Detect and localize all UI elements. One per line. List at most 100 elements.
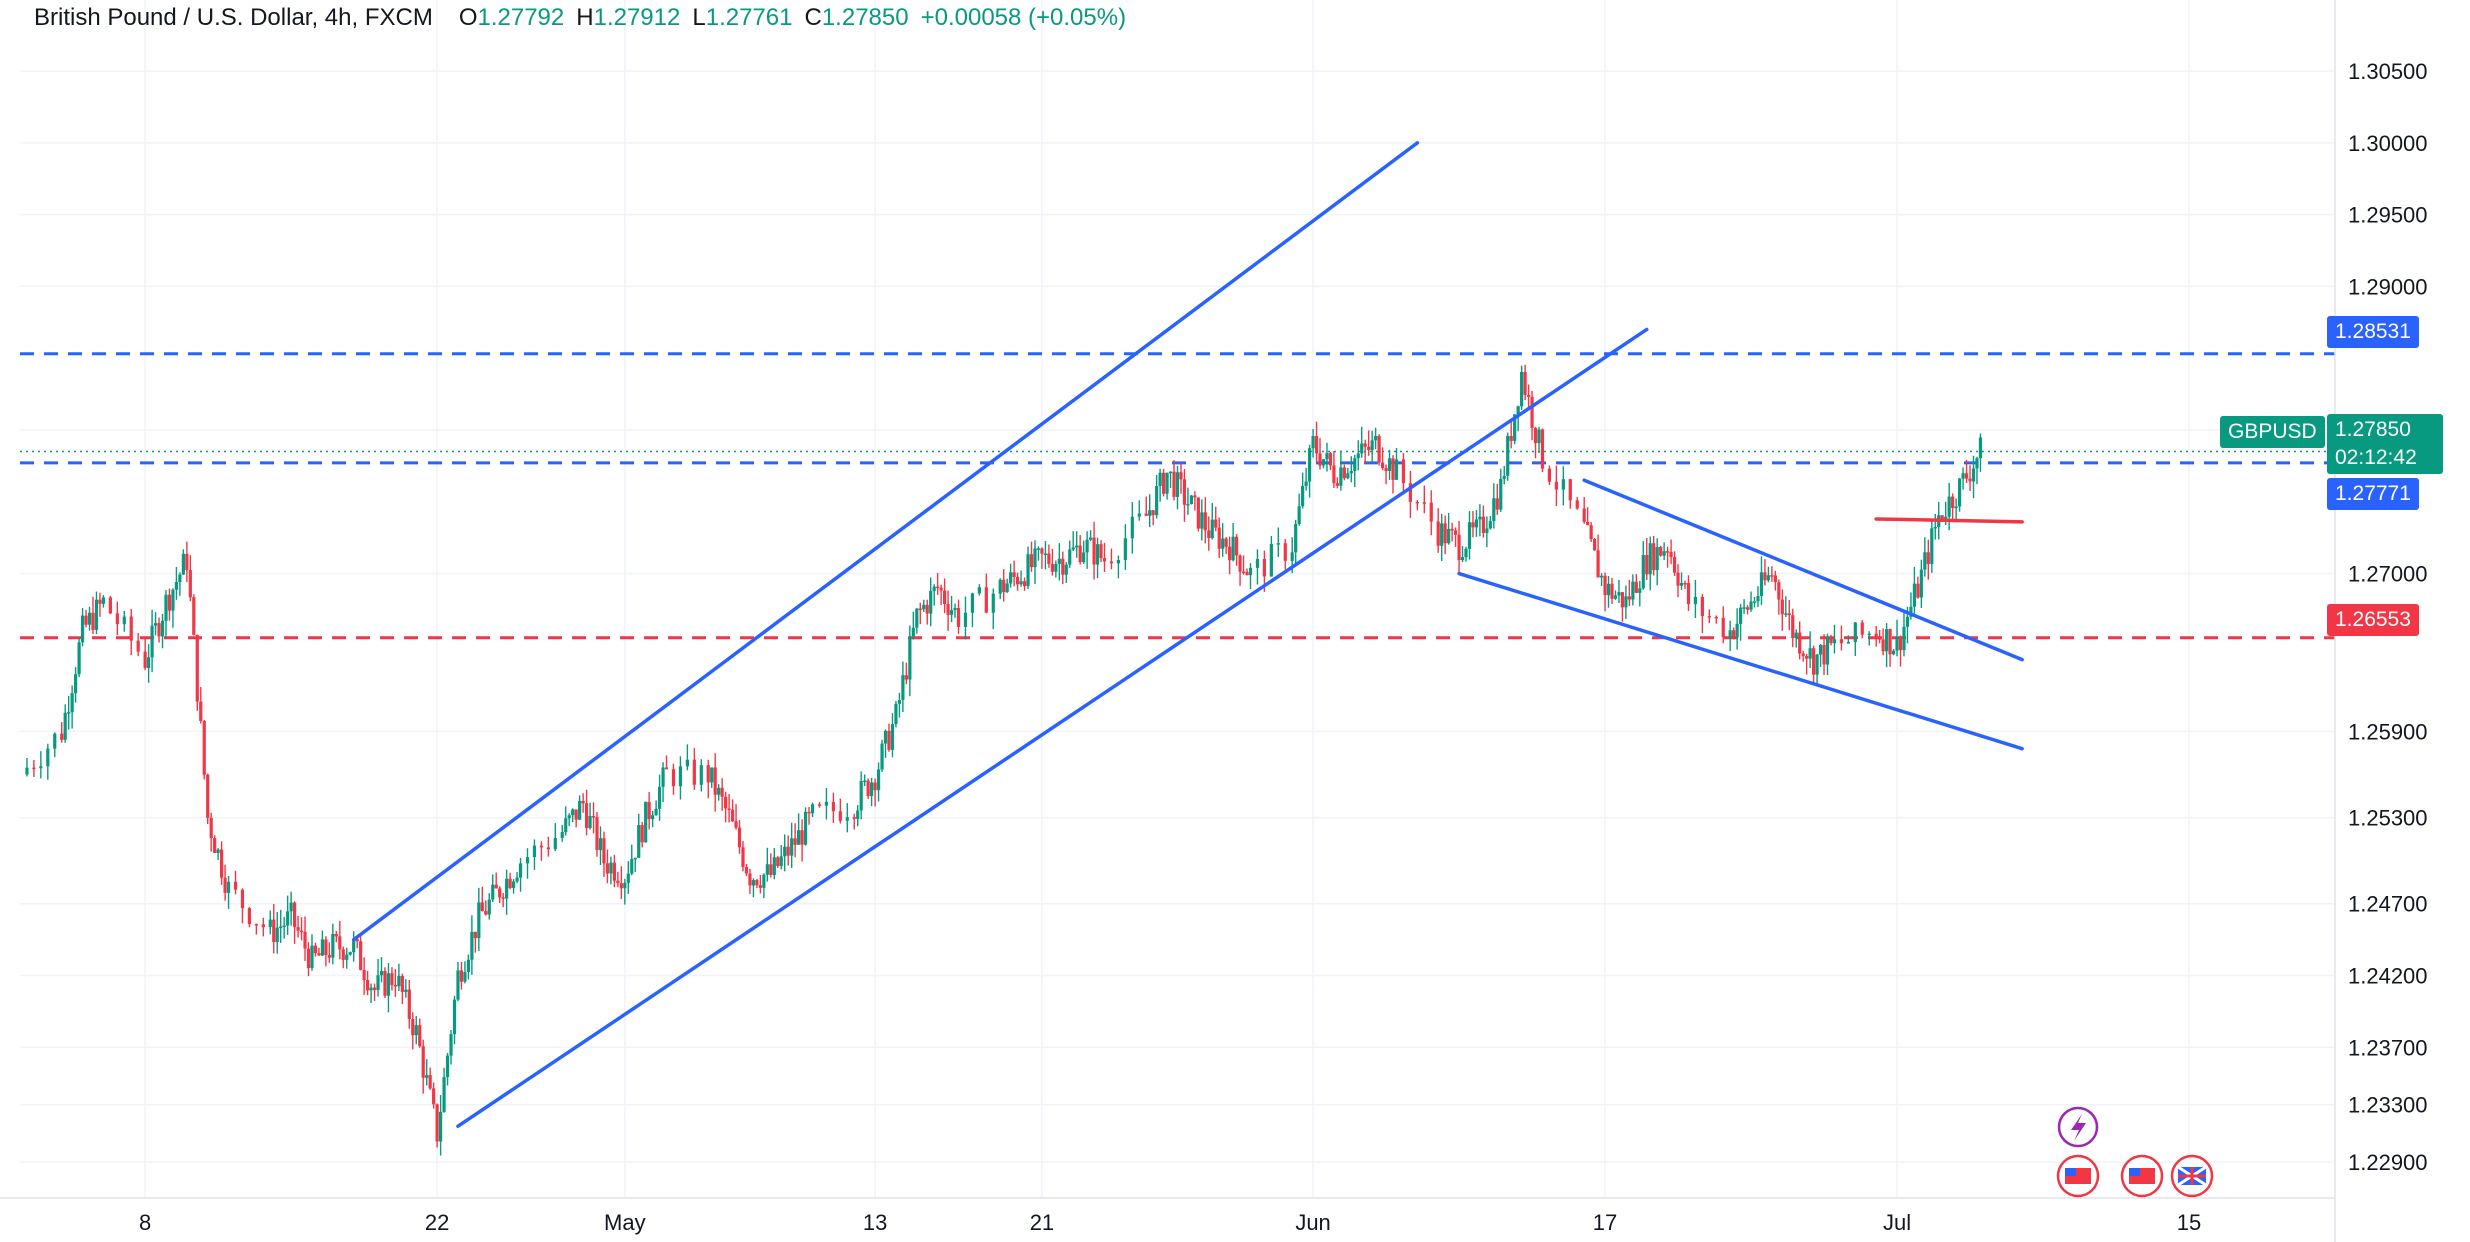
candle-body (491, 884, 495, 900)
candle-body (1241, 571, 1246, 574)
candle-body (1613, 595, 1618, 599)
candle-body (317, 953, 321, 956)
candle-body (320, 939, 325, 956)
candle-body (936, 586, 940, 589)
candle-body (1367, 446, 1371, 451)
candle-body (1099, 544, 1103, 559)
candle-body (737, 827, 742, 848)
candle-body (1881, 639, 1885, 652)
open-value: 1.27792 (477, 4, 565, 31)
candle-body (1582, 508, 1586, 522)
candle-body (1095, 544, 1100, 565)
candle-body (1540, 429, 1545, 469)
candle-body (1846, 642, 1850, 644)
candle-body (487, 899, 491, 915)
candle-body (1912, 583, 1917, 607)
candle-body (943, 590, 947, 605)
candle-body (108, 597, 112, 614)
candle-body (1624, 596, 1628, 608)
candle-body (1460, 557, 1465, 561)
candle-body (494, 884, 498, 889)
us-flag-icon[interactable] (2120, 1154, 2164, 1198)
candle-body (1168, 471, 1173, 474)
candle-body (1377, 435, 1381, 463)
candle-body (282, 925, 286, 928)
candle-body (1909, 606, 1913, 617)
symbol-badge[interactable]: GBPUSD (2220, 416, 2325, 448)
candle-body (810, 804, 815, 814)
candle-body (202, 720, 206, 775)
event-markers[interactable] (2056, 1106, 2214, 1198)
candle-body (1603, 575, 1607, 596)
candle-body (1304, 481, 1308, 486)
candle-body (1144, 513, 1148, 516)
candle-body (1593, 539, 1597, 551)
candle-body (803, 811, 808, 845)
time-axis[interactable]: 8 22 May 13 21 Jun 17 Jul 15 (0, 1197, 2335, 1235)
candle-body (1040, 548, 1044, 554)
candle-body (25, 767, 29, 775)
candle-body (268, 919, 272, 928)
candle-body (1791, 615, 1795, 639)
candle-body (1196, 497, 1200, 529)
candle-body (1923, 552, 1927, 570)
candle-body (904, 675, 908, 680)
candle-body (147, 657, 151, 668)
us-flag-icon[interactable] (2056, 1154, 2100, 1198)
candle-body (922, 604, 926, 610)
candle-body (1182, 479, 1187, 505)
candle-body (390, 973, 394, 985)
candle-body (1520, 371, 1524, 407)
candle-body (845, 817, 849, 821)
candle-body (644, 801, 648, 843)
candle-body (623, 882, 627, 889)
lightning-icon[interactable] (2057, 1106, 2099, 1148)
candle-body (1429, 502, 1433, 522)
candle-body (1898, 636, 1903, 651)
candle-body (404, 989, 408, 992)
candle-body (616, 880, 620, 884)
candle-body (1714, 616, 1718, 619)
candle-body (1186, 504, 1190, 506)
candle-body (445, 1055, 450, 1078)
candle-body (87, 612, 92, 625)
candle-body (1975, 458, 1979, 469)
candle-body (1812, 648, 1816, 675)
candle-body (1735, 623, 1739, 638)
candle-body (734, 821, 738, 828)
candle-body (272, 919, 276, 943)
candle-body (793, 838, 797, 845)
candle-body (1453, 530, 1458, 535)
candle-body (1919, 569, 1923, 598)
price-change: +0.00058 (+0.05%) (920, 4, 1127, 31)
candle-body (400, 975, 404, 992)
candle-body (213, 838, 217, 853)
candle-body (192, 597, 196, 635)
candle-body (484, 911, 488, 915)
uk-flag-icon[interactable] (2170, 1154, 2214, 1198)
candle-body (1467, 522, 1472, 549)
candle-body (1029, 554, 1034, 568)
candle-body (98, 599, 102, 604)
candle-body (1770, 575, 1774, 577)
candle-body (894, 703, 898, 725)
candle-body (143, 651, 147, 668)
candle-body (1175, 472, 1180, 497)
candle-body (755, 880, 759, 886)
candle-body (150, 625, 154, 658)
candle-body (685, 759, 689, 767)
last-price-badge: 1.27850 02:12:42 (2327, 414, 2443, 474)
price-tick-label: 1.25900 (2348, 719, 2428, 744)
candle-body (334, 933, 338, 937)
candle-body (977, 587, 981, 594)
candle-body (1825, 636, 1830, 665)
candle-body (1422, 502, 1426, 504)
candle-body (397, 975, 401, 987)
candle-body (859, 780, 863, 811)
candle-body (1155, 486, 1159, 516)
candle-body (730, 809, 735, 822)
candle-body (70, 693, 74, 713)
candle-body (1474, 519, 1479, 528)
